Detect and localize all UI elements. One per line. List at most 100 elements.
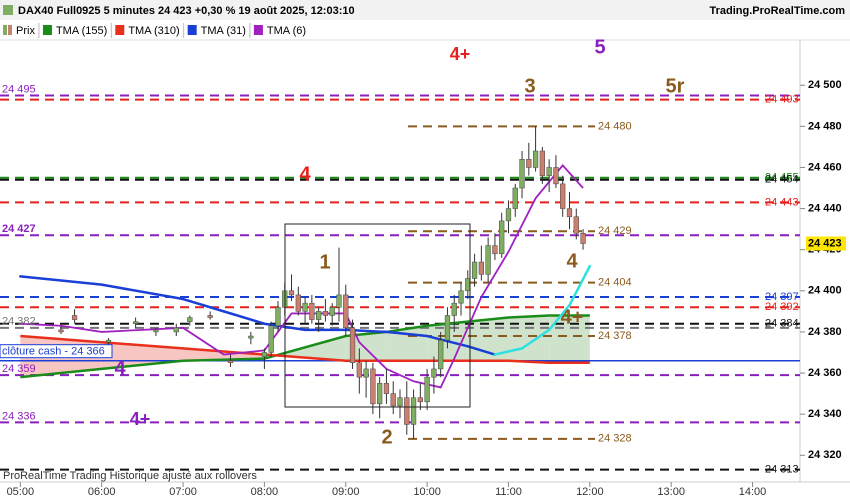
candle-body: [404, 397, 410, 425]
x-tick-label: 06:00: [88, 486, 116, 498]
level-label: 24 392: [765, 301, 799, 313]
x-tick-label: 13:00: [657, 486, 685, 498]
candle-body: [519, 158, 525, 189]
candle-body: [390, 393, 396, 407]
wave-label: 3: [524, 75, 535, 97]
wave-label: 2: [381, 426, 392, 448]
x-tick-label: 10:00: [413, 486, 441, 498]
wave-label: 5r: [666, 75, 685, 97]
level-label: 24 382: [2, 316, 36, 328]
header-icon: [3, 5, 13, 15]
candle-body: [356, 362, 362, 378]
candle-body: [553, 167, 559, 185]
y-tick-label: 24 340: [808, 408, 842, 420]
candle-body: [410, 397, 417, 425]
candle-body: [451, 302, 457, 316]
legend-label: TMA (6): [267, 25, 306, 37]
tma-segment: [568, 264, 592, 307]
candle-body: [132, 321, 139, 324]
legend-label: Prix: [16, 25, 35, 37]
y-tick-label: 24 320: [808, 449, 842, 461]
x-tick-label: 09:00: [332, 486, 360, 498]
candle-body: [377, 383, 383, 405]
candle-body: [499, 220, 505, 255]
candle-body: [309, 302, 315, 320]
candle-body: [343, 294, 349, 329]
wave-label: 4: [566, 250, 578, 272]
candle-body: [539, 150, 545, 176]
tma-line: [20, 334, 590, 365]
wave-label: 4: [299, 163, 311, 185]
y-tick-label: 24 380: [808, 326, 842, 338]
candle-body: [322, 311, 329, 316]
legend-label: TMA (155): [56, 25, 107, 37]
candle-body: [573, 216, 579, 234]
candle-body: [444, 315, 451, 341]
candle-body: [580, 232, 586, 244]
candle-body: [478, 261, 484, 275]
tma-segment: [385, 330, 429, 338]
candle-body: [458, 290, 464, 304]
legend-swatch: [253, 25, 263, 35]
level-label: 24 455: [765, 172, 799, 184]
y-tick-label: 24 480: [808, 120, 842, 132]
candle-body: [302, 302, 308, 312]
footer: ProRealTime Trading Historique ajusté au…: [3, 470, 257, 482]
legend-swatch: [187, 25, 197, 35]
x-tick-label: 11:00: [495, 486, 522, 498]
candle-body: [471, 261, 478, 279]
level-label: 24 397: [765, 291, 799, 303]
candle-body: [248, 335, 254, 339]
level-label: 24 359: [2, 363, 36, 375]
level-label: 24 454: [765, 174, 799, 186]
tma-segment: [19, 275, 103, 286]
level-label: 24 480: [598, 120, 632, 132]
header-title: DAX40 Full0925 5 minutes 24 423 +0,30 % …: [18, 5, 355, 17]
tma-segment: [493, 347, 524, 356]
x-tick-label: 12:00: [576, 486, 604, 498]
level-label: 24 404: [598, 276, 632, 288]
candle-body: [227, 360, 234, 364]
candle-body: [417, 397, 423, 403]
wave-label: 4+: [450, 44, 471, 64]
wave-label: 4+: [561, 306, 584, 328]
y-tick-label: 24 360: [808, 367, 842, 379]
candle-body: [349, 327, 356, 364]
cash-close-box: [0, 344, 113, 359]
level-label: 24 384: [765, 318, 799, 330]
candle-body: [465, 278, 471, 292]
candle-body: [187, 317, 193, 322]
candle-body: [295, 294, 301, 312]
x-tick-label: 07:00: [169, 486, 197, 498]
legend-swatch: [115, 25, 125, 35]
candle-body: [153, 329, 159, 333]
legend-swatch: [8, 25, 12, 35]
candle-body: [526, 158, 532, 168]
candle-body: [560, 183, 566, 209]
candle-body: [261, 352, 268, 357]
candle-body: [370, 368, 376, 405]
zone-box: [284, 223, 471, 408]
candle-body: [492, 245, 498, 255]
candle-body: [397, 397, 403, 407]
candle-body: [71, 315, 78, 320]
wave-label: 4: [114, 357, 126, 379]
candle-body: [485, 245, 491, 275]
candle-body: [58, 329, 64, 333]
level-label: 24 443: [765, 196, 799, 208]
candle-body: [173, 327, 179, 333]
header-bar: [0, 0, 850, 20]
legend-label: TMA (310): [128, 25, 179, 37]
level-label: 24 427: [2, 223, 36, 235]
x-tick-label: 14:00: [739, 486, 767, 498]
level-label: 24 328: [598, 433, 632, 445]
cash-close-label: clôture cash - 24 366: [2, 346, 105, 358]
y-tick-label: 24 440: [808, 202, 842, 214]
tma-segment: [100, 283, 185, 301]
legend-swatch: [3, 25, 7, 35]
level-label: 24 336: [2, 410, 36, 422]
level-label: 24 429: [598, 225, 632, 237]
band-fill: [508, 315, 550, 363]
